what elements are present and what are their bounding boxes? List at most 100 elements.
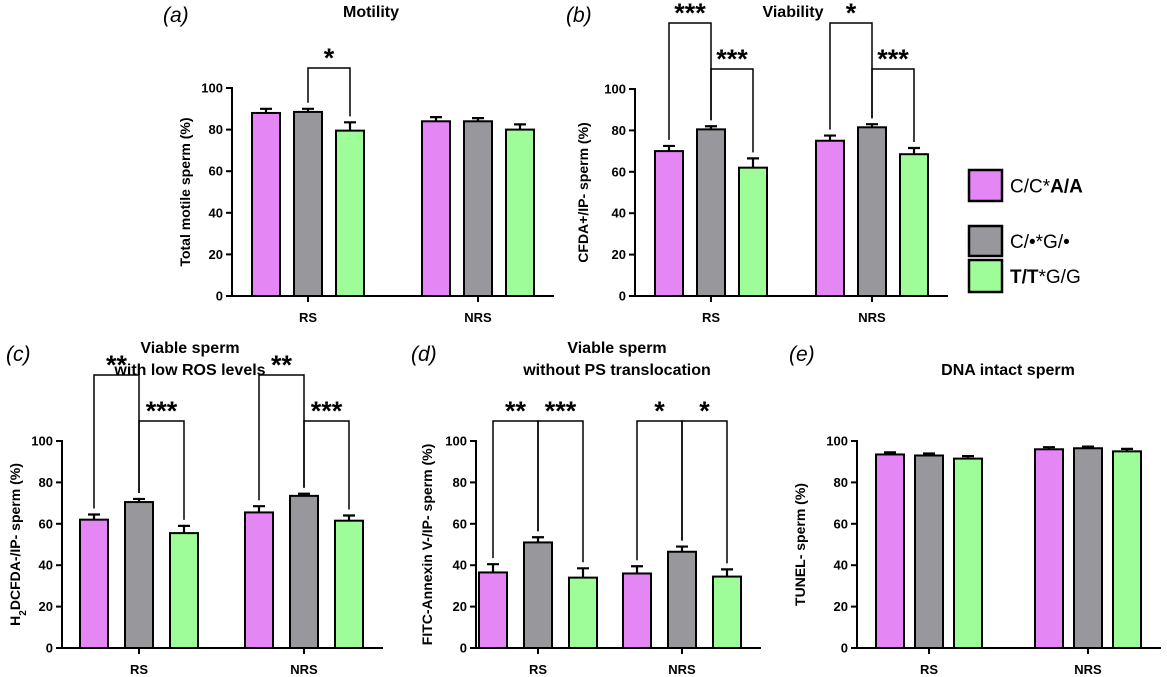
error-bar bbox=[663, 144, 675, 152]
legend-swatch-1 bbox=[967, 168, 1004, 203]
bar-rs-series-3 bbox=[953, 457, 983, 649]
error-bar bbox=[908, 146, 920, 155]
significance-bracket bbox=[710, 68, 754, 153]
significance-bracket bbox=[303, 420, 350, 510]
significance-label: * bbox=[654, 396, 665, 426]
y-tick-label: 60 bbox=[209, 164, 223, 179]
significance-label: *** bbox=[674, 0, 706, 28]
y-tick-label: 20 bbox=[612, 247, 626, 262]
chart-panel-a: (a) Motility Total motile sperm (%) 0 20 40 60… bbox=[163, 4, 554, 325]
bar-rs-series-1 bbox=[251, 111, 281, 297]
x-tick-label: NRS bbox=[668, 662, 696, 677]
error-bar bbox=[1121, 447, 1133, 452]
panel-letter: (d) bbox=[411, 343, 437, 366]
y-tick-label: 60 bbox=[453, 516, 467, 531]
x-tick-label: RS bbox=[702, 310, 720, 325]
x-tick-label: RS bbox=[130, 662, 148, 677]
significance-bracket bbox=[829, 22, 873, 130]
error-bar bbox=[824, 134, 836, 141]
significance-label: *** bbox=[146, 396, 178, 426]
significance-label: ** bbox=[271, 350, 293, 380]
significance-bracket bbox=[307, 67, 351, 117]
bar-nrs-series-1 bbox=[622, 572, 652, 649]
y-tick-label: 100 bbox=[826, 434, 848, 449]
significance-label: *** bbox=[716, 44, 748, 74]
y-axis-label: CFDA+/IP- sperm (%) bbox=[575, 122, 591, 262]
legend-swatch-3 bbox=[967, 258, 1004, 294]
error-bar bbox=[344, 121, 356, 131]
y-tick-label: 60 bbox=[612, 164, 626, 179]
error-bar bbox=[1082, 445, 1094, 449]
error-bar bbox=[705, 125, 717, 130]
chart-title: Motility bbox=[343, 4, 399, 21]
significance-label: * bbox=[324, 43, 335, 73]
y-axis-label-part: DCFDA-/IP- sperm (%) bbox=[7, 463, 23, 610]
legend: C/C*A/A C/•*G/• T/T*G/G bbox=[967, 168, 1083, 294]
bar-rs-series-3 bbox=[738, 166, 768, 297]
significance-label: * bbox=[699, 396, 710, 426]
significance-label: ** bbox=[106, 350, 128, 380]
panel-letter: (b) bbox=[566, 4, 592, 27]
legend-label-2: C/•*G/• bbox=[1010, 232, 1070, 253]
chart-title: without PS translocation bbox=[522, 362, 711, 379]
y-axis-label-subscript: 2 bbox=[18, 610, 29, 616]
error-bar bbox=[866, 123, 878, 128]
x-tick-label: RS bbox=[529, 662, 547, 677]
x-tick-label: NRS bbox=[464, 310, 492, 325]
y-tick-label: 40 bbox=[834, 558, 848, 573]
legend-label-1: C/C*A/A bbox=[1010, 177, 1083, 198]
chart-panel-e: (e) DNA intact sperm TUNEL- sperm (%) 0 20 40… bbox=[789, 343, 1161, 677]
bar-rs-series-3 bbox=[568, 576, 598, 649]
y-tick-label: 0 bbox=[619, 289, 626, 304]
bar-rs-series-1 bbox=[478, 571, 508, 650]
error-bar bbox=[487, 563, 499, 573]
bar-rs-series-2 bbox=[523, 541, 553, 649]
legend-swatch-2 bbox=[967, 224, 1004, 258]
y-axis-label: FITC-Annexin V-/IP- sperm (%) bbox=[419, 444, 435, 645]
panel-letter: (c) bbox=[6, 343, 31, 366]
y-tick-label: 80 bbox=[834, 475, 848, 490]
error-bar bbox=[631, 565, 643, 574]
error-bar bbox=[514, 123, 526, 130]
error-bar bbox=[298, 492, 310, 496]
error-bar bbox=[178, 524, 190, 534]
error-bar bbox=[884, 451, 896, 455]
y-tick-label: 0 bbox=[460, 641, 467, 656]
y-tick-label: 80 bbox=[612, 123, 626, 138]
y-tick-label: 0 bbox=[216, 289, 223, 304]
chart-panel-d: (d) Viable sperm without PS translocation F… bbox=[411, 340, 761, 677]
significance-label: *** bbox=[877, 44, 909, 74]
significance-label: *** bbox=[311, 396, 343, 426]
bar-rs-series-2 bbox=[914, 454, 944, 649]
panel-letter: (e) bbox=[789, 343, 815, 366]
error-bar bbox=[260, 107, 272, 113]
significance-bracket bbox=[537, 420, 584, 563]
legend-label-3: T/T*G/G bbox=[1010, 267, 1081, 288]
error-bar bbox=[721, 568, 733, 577]
error-bar bbox=[577, 567, 589, 578]
bar-rs-series-1 bbox=[875, 453, 905, 649]
y-tick-label: 40 bbox=[612, 206, 626, 221]
y-tick-label: 20 bbox=[209, 247, 223, 262]
chart-title: Viability bbox=[762, 4, 823, 21]
y-tick-label: 80 bbox=[209, 122, 223, 137]
legend-label-part: *G/G bbox=[1039, 267, 1081, 288]
y-tick-label: 0 bbox=[46, 641, 53, 656]
bar-rs-series-2 bbox=[696, 128, 726, 297]
significance-label: *** bbox=[545, 396, 577, 426]
y-axis-label-part: H bbox=[7, 616, 23, 626]
y-tick-label: 0 bbox=[841, 641, 848, 656]
y-tick-label: 60 bbox=[834, 516, 848, 531]
y-tick-label: 100 bbox=[604, 82, 626, 97]
x-tick-label: NRS bbox=[858, 310, 886, 325]
legend-label-part: C/C* bbox=[1010, 177, 1051, 198]
bar-nrs-series-2 bbox=[463, 120, 493, 297]
y-axis-label: TUNEL- sperm (%) bbox=[792, 483, 808, 606]
bar-nrs-series-3 bbox=[899, 153, 929, 297]
bar-rs-series-2 bbox=[293, 110, 323, 297]
chart-title: Viable sperm bbox=[567, 340, 666, 357]
error-bar bbox=[532, 536, 544, 543]
panel-letter: (a) bbox=[163, 4, 189, 27]
bar-rs-series-1 bbox=[654, 150, 684, 297]
